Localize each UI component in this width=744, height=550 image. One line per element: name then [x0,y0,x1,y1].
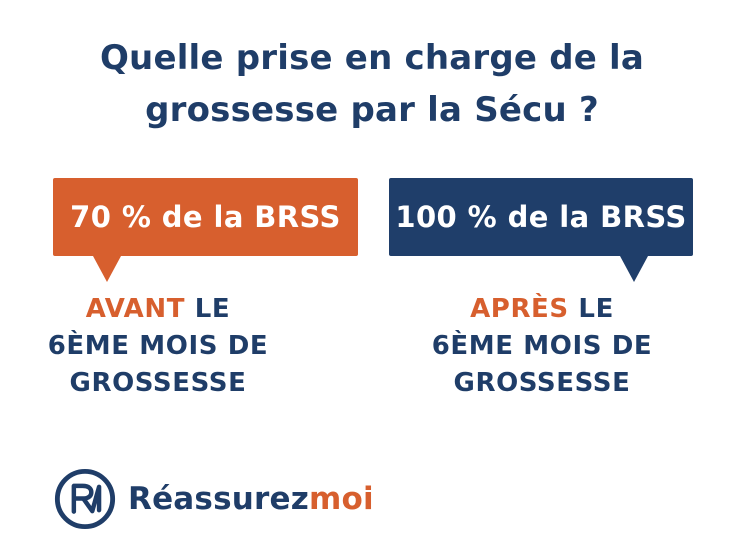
bubble-100-percent: 100 % de la BRSS [389,178,693,282]
caption-right-rest: LE [568,294,614,324]
brand-wordmark: Réassurezmoi [128,481,374,517]
caption-right-line-2: 6ÈME MOIS DE [431,331,653,361]
rm-monogram-icon [54,468,116,530]
bubble-tail-left [93,256,121,282]
brand-wordmark-orange: moi [308,481,374,517]
caption-left-rest: LE [185,294,231,324]
bubble-70-percent: 70 % de la BRSS [53,178,358,282]
bubble-100-percent-label: 100 % de la BRSS [395,200,687,234]
page-title-line-2: grossesse par la Sécu ? [145,90,599,130]
caption-left-line-1: AVANT LE [0,291,316,328]
caption-right-line-3: GROSSESSE [453,368,631,398]
caption-left-line-3: GROSSESSE [69,368,247,398]
page-title-line-1: Quelle prise en charge de la [99,38,645,78]
caption-before-6th-month: AVANT LE 6ÈME MOIS DE GROSSESSE [0,291,316,402]
bubble-tail-right [620,256,648,282]
caption-left-highlight: AVANT [85,294,186,324]
page-title: Quelle prise en charge de la grossesse p… [0,32,744,136]
caption-after-6th-month: APRÈS LE 6ÈME MOIS DE GROSSESSE [384,291,700,402]
reassurezmoi-logo: Réassurezmoi [53,467,374,531]
caption-right-highlight: APRÈS [470,294,569,324]
caption-right-line-1: APRÈS LE [384,291,700,328]
brand-wordmark-navy: Réassurez [128,481,309,517]
caption-left-line-2: 6ÈME MOIS DE [47,331,269,361]
bubble-70-percent-label: 70 % de la BRSS [70,200,341,234]
